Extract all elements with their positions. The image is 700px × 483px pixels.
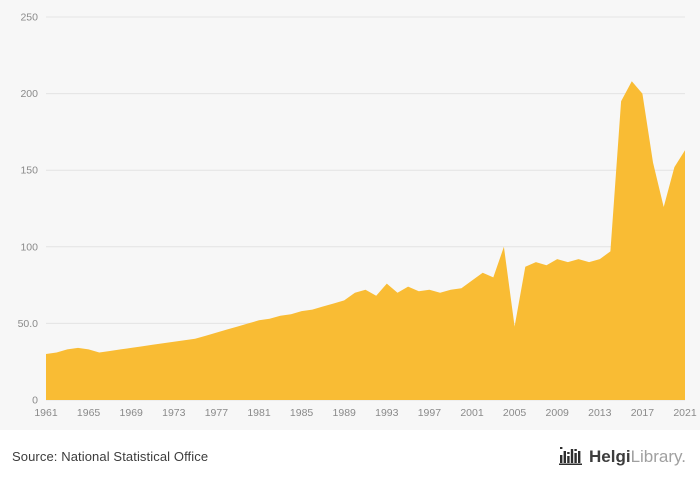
x-axis-tick-label: 1969 <box>120 407 144 419</box>
chart-svg: 0 50.0 100 150 200 250 1961 1965 1969 1973 1977 198… <box>18 12 697 420</box>
x-axis-tick-label: 1993 <box>375 407 399 419</box>
y-axis-tick-label: 200 <box>20 88 38 100</box>
x-axis-tick-label: 1977 <box>205 407 229 419</box>
x-axis-tick-label: 2001 <box>460 407 484 419</box>
x-axis-tick-label: 1965 <box>77 407 101 419</box>
bar-chart-logo-icon <box>559 443 583 470</box>
area-series <box>46 81 685 401</box>
logo-text: HelgiLibrary. <box>589 448 686 465</box>
x-axis-tick-label: 1997 <box>418 407 442 419</box>
x-axis-tick-label: 1973 <box>162 407 186 419</box>
y-axis-tick-label: 0 <box>32 395 38 407</box>
y-axis-tick-label: 150 <box>20 165 38 177</box>
x-axis-tick-label: 2017 <box>631 407 655 419</box>
y-axis-tick-label: 100 <box>20 241 38 253</box>
y-axis-tick-label: 50.0 <box>18 318 39 330</box>
x-axis-tick-label: 1989 <box>333 407 357 419</box>
x-axis-tick-label: 2005 <box>503 407 527 419</box>
logo-text-library: Library. <box>630 447 686 466</box>
x-axis-tick-label: 2021 <box>673 407 697 419</box>
y-axis-tick-label: 250 <box>20 12 38 24</box>
x-axis-tick-label: 1981 <box>247 407 271 419</box>
source-text: Source: National Statistical Office <box>12 449 209 464</box>
chart-footer: Source: National Statistical Office <box>0 430 700 483</box>
x-axis-tick-label: 2013 <box>588 407 612 419</box>
helgi-library-logo: HelgiLibrary. <box>559 443 686 470</box>
logo-text-helgi: Helgi <box>589 447 631 466</box>
x-axis-tick-label: 2009 <box>546 407 570 419</box>
x-axis-tick-label: 1961 <box>34 407 58 419</box>
area-chart: 0 50.0 100 150 200 250 1961 1965 1969 1973 1977 198… <box>17 11 697 420</box>
x-axis-tick-label: 1985 <box>290 407 314 419</box>
